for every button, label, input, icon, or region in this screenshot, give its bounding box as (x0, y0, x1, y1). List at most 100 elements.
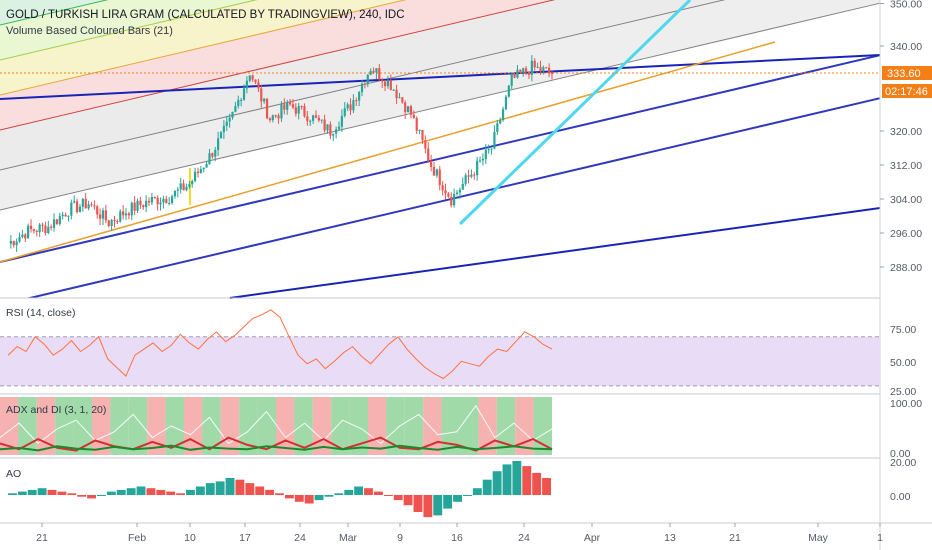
adx-background-segment (349, 397, 368, 455)
rsi-tick-25: 25.00 (890, 386, 916, 398)
time-tick-label: Feb (128, 532, 146, 544)
candle-body (41, 224, 44, 226)
ao-bar (433, 495, 443, 516)
trend-lines[interactable] (0, 0, 881, 299)
adx-pane: ADX and DI (3, 1, 20) 100.00 0.00 (0, 397, 922, 460)
candle-body (513, 74, 516, 78)
candle-body (110, 219, 113, 227)
candle-body (435, 169, 438, 176)
ao-bar (8, 493, 17, 495)
candle-body (320, 119, 323, 121)
channel-line (0, 0, 726, 171)
candle-body (545, 67, 548, 69)
ao-bar (443, 495, 453, 509)
candle-body (185, 186, 188, 191)
time-tick-label: 17 (239, 532, 251, 544)
candle-body (263, 98, 266, 102)
time-tick-label: 1 (877, 532, 883, 544)
candle-body (116, 221, 119, 223)
candle-body (142, 205, 145, 208)
candle-body (234, 106, 237, 112)
candle-body (24, 234, 27, 239)
ao-bar (215, 481, 225, 495)
time-axis[interactable]: 21 Feb 10 17 24 Mar 9 16 24 Apr 13 21 May 1 (36, 523, 883, 544)
price-tick-label: 296.00 (890, 228, 922, 240)
candle-body (78, 206, 82, 213)
candle-body (392, 89, 395, 91)
ao-histogram (8, 461, 551, 518)
ao-bar (502, 464, 512, 495)
adx-background-segment (110, 397, 129, 455)
time-tick-label: 21 (36, 532, 48, 544)
ao-bar (37, 488, 47, 495)
candle-body (430, 160, 433, 167)
candle-body (291, 104, 295, 108)
candle-body (323, 119, 326, 131)
trend-line-resistance[interactable] (0, 54, 881, 100)
candle-body (254, 79, 257, 83)
candle-body (84, 198, 87, 209)
candle-body (288, 102, 292, 105)
candle-body (389, 80, 392, 90)
rsi-line (7, 309, 553, 380)
ao-bar (186, 489, 195, 495)
adx-background-segment (220, 397, 240, 455)
candle-body (196, 171, 200, 173)
adx-background-segment (331, 397, 350, 455)
ao-bar (87, 495, 97, 499)
candle-body (283, 104, 286, 110)
candle-body (467, 175, 470, 177)
candle-body (58, 216, 61, 224)
candle-body (21, 234, 24, 238)
candle-body (208, 153, 211, 165)
time-tick-label: 24 (294, 532, 306, 544)
price-tick-label: 304.00 (890, 194, 922, 206)
rsi-band (0, 336, 880, 386)
trend-line-support[interactable] (0, 41, 776, 263)
trend-line-lower-channel[interactable] (229, 207, 881, 299)
price-axis[interactable]: 288.00 296.00 304.00 312.00 320.00 340.00 350.… (880, 0, 922, 274)
candle-body (107, 220, 110, 227)
time-tick-label: 24 (518, 532, 530, 544)
candle-body (245, 80, 248, 89)
candle-body (418, 130, 421, 132)
candle-body (182, 183, 185, 191)
candle-body (524, 68, 528, 72)
candle-body (447, 193, 450, 197)
price-tick-label: 288.00 (890, 262, 922, 274)
candle-body (27, 225, 30, 239)
adx-background-segment (18, 397, 37, 455)
rsi-tick-75: 75.00 (890, 324, 916, 336)
candle-body (159, 202, 162, 205)
candle-body (355, 100, 358, 102)
ao-bar (472, 488, 482, 495)
candle-body (193, 171, 197, 182)
candle-body (122, 211, 125, 216)
candle-body (326, 124, 329, 131)
candle-body (476, 160, 479, 176)
candle-body (398, 97, 401, 99)
candle-body (352, 100, 355, 111)
trend-line-breakout[interactable] (458, 0, 692, 226)
candle-body (257, 82, 260, 89)
ao-bar (245, 483, 255, 495)
candle-body (450, 196, 453, 206)
adx-background-segment (276, 397, 295, 455)
adx-background-segment (0, 397, 19, 455)
candle-body (369, 70, 372, 75)
ao-bar (304, 495, 314, 504)
candle-body (35, 230, 38, 232)
candle-body (124, 213, 128, 216)
ao-bar (344, 489, 354, 495)
ao-pane: AO 20.00 0.00 (6, 457, 916, 518)
candle-body (93, 205, 96, 207)
candle-body (205, 164, 208, 168)
countdown-badge: 02:17:46 (882, 84, 932, 98)
candle-body (381, 79, 384, 82)
candle-body (533, 60, 536, 68)
candle-body (90, 204, 93, 206)
candle-body (9, 240, 12, 244)
candle-body (96, 206, 99, 215)
ao-bar (542, 478, 551, 495)
